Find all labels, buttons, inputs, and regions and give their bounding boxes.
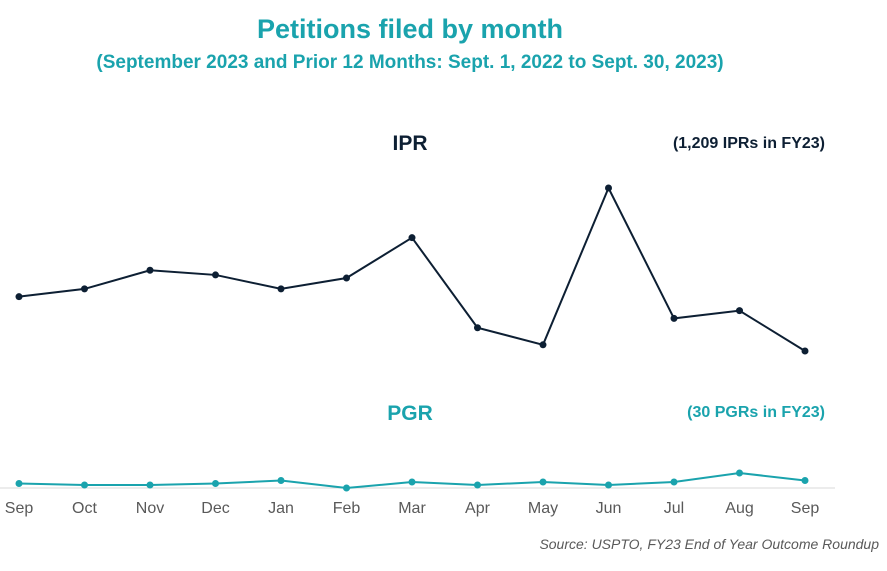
x-tick-label: Mar — [398, 500, 426, 517]
ipr-total-label: (1,209 IPRs in FY23) — [672, 135, 825, 152]
pgr-point-jun-9 — [605, 481, 612, 489]
ipr-series-label: IPR — [392, 132, 428, 155]
ipr-point-aug-11 — [736, 307, 743, 315]
pgr-point-may-8 — [539, 478, 547, 486]
plot-area: Sep Oct Nov Dec Jan Feb Mar Apr May Jun Jul Aug Sep — [5, 184, 820, 517]
pgr-point-apr-7 — [474, 481, 481, 489]
pgr-point-dec-3 — [212, 480, 219, 487]
pgr-point-oct-1 — [81, 481, 88, 489]
ipr-point-feb-5 — [343, 274, 350, 282]
source-note: Source: USPTO, FY23 End of Year Outcome … — [539, 536, 879, 552]
pgr-total-label: (30 PGRs in FY23) — [687, 404, 825, 421]
ipr-point-oct-1 — [81, 285, 88, 293]
pgr-point-jan-4 — [277, 477, 285, 484]
ipr-point-jul-10 — [670, 314, 678, 322]
ipr-point-sep-12 — [801, 347, 809, 355]
chart-subtitle: (September 2023 and Prior 12 Months: Sep… — [96, 52, 724, 73]
x-tick-label: Dec — [201, 500, 229, 517]
pgr-series-label: PGR — [387, 402, 433, 425]
ipr-point-jun-9 — [605, 184, 612, 192]
x-tick-label: Jul — [664, 500, 684, 517]
pgr-point-sep-12 — [801, 477, 809, 484]
x-tick-label: Sep — [791, 500, 820, 517]
pgr-point-mar-6 — [408, 478, 416, 486]
pgr-point-jul-10 — [670, 478, 678, 486]
x-tick-label: May — [528, 500, 558, 517]
x-tick-label: Sep — [5, 500, 34, 517]
ipr-point-may-8 — [539, 341, 547, 349]
ipr-point-sep-0 — [15, 293, 23, 301]
pgr-point-nov-2 — [146, 481, 154, 489]
ipr-series-line — [18, 185, 806, 352]
x-tick-label: Oct — [72, 500, 97, 517]
x-tick-label: Aug — [725, 500, 753, 517]
x-tick-label: Nov — [136, 500, 164, 517]
pgr-point-feb-5 — [343, 484, 350, 492]
pgr-point-sep-0 — [15, 480, 23, 487]
x-tick-label: Jun — [596, 500, 622, 517]
ipr-point-jan-4 — [277, 285, 285, 293]
pgr-point-aug-11 — [736, 469, 743, 477]
ipr-point-dec-3 — [212, 271, 219, 279]
x-tick-label: Feb — [333, 500, 361, 517]
x-tick-label: Jan — [268, 500, 294, 517]
x-tick-label: Apr — [465, 500, 491, 517]
chart-title: Petitions filed by month — [256, 14, 563, 44]
ipr-point-mar-6 — [408, 234, 416, 242]
ipr-point-nov-2 — [146, 266, 154, 274]
ipr-point-apr-7 — [474, 324, 481, 332]
